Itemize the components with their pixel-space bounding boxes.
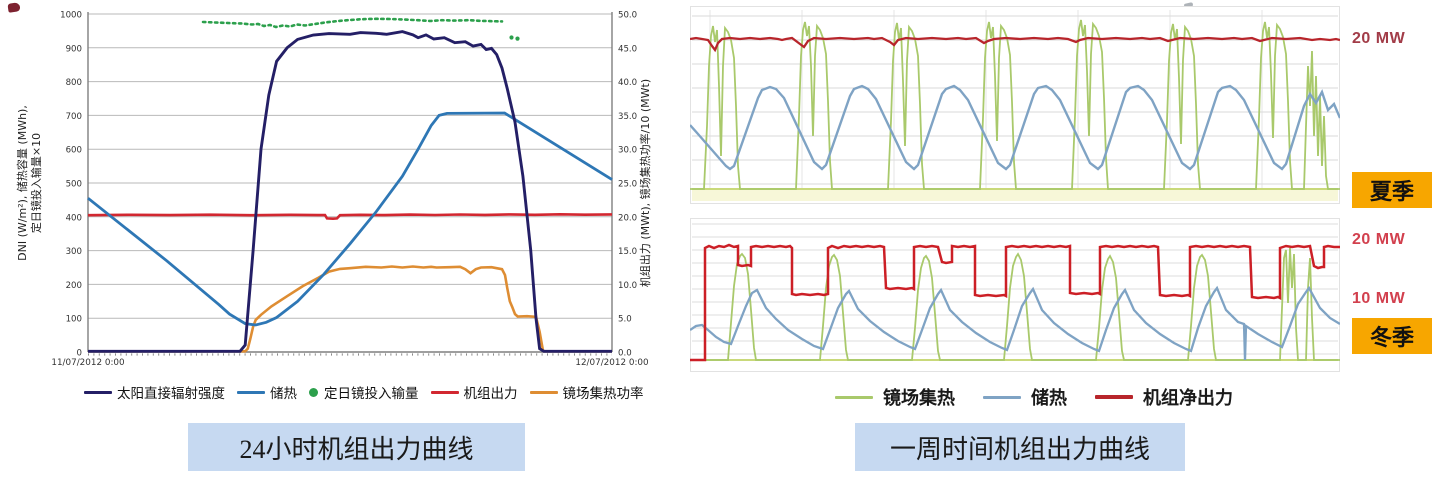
- storage-line-swatch-icon: [983, 395, 1021, 399]
- dni-curve: [88, 30, 612, 353]
- y-left-tick: 500: [66, 180, 82, 190]
- y-right-tick: 45.0: [618, 44, 637, 54]
- summer-season-badge: 夏季: [1352, 172, 1432, 208]
- legend-label: 定日镜投入输量: [324, 386, 419, 401]
- dni-line-swatch-icon: [84, 390, 112, 394]
- y-left-tick: 400: [66, 213, 82, 223]
- legend-label: 储热: [270, 386, 297, 401]
- summer-horizontal-gridlines: [692, 15, 1338, 185]
- legend-item-storage: 储热: [983, 384, 1067, 410]
- x-axis-start-label: 11/07/2012 0:00: [51, 358, 125, 368]
- y-left-tick: 100: [66, 315, 82, 325]
- weekly-winter-chart: [690, 218, 1340, 372]
- winter-storage-curve: [690, 285, 1340, 361]
- y-right-tick: 20.0: [618, 213, 637, 223]
- horizontal-gridlines: [88, 13, 612, 319]
- y-right-tick: 40.0: [618, 78, 637, 88]
- y-right-tick: 0.0: [618, 349, 632, 359]
- collector-power-curve: [88, 265, 612, 353]
- legend-item-collector: 镜场集热功率: [529, 382, 644, 402]
- legend-item-dni: 太阳直接辐射强度: [84, 382, 225, 402]
- summer-net-output-curve: [690, 36, 1340, 53]
- winter-horizontal-gridlines: [692, 223, 1338, 355]
- y-left-tick: 0: [77, 349, 82, 359]
- y-left-tick: 200: [66, 281, 82, 291]
- winter-collector-curve: [690, 247, 1340, 361]
- winter-season-badge: 冬季: [1352, 318, 1432, 354]
- y-right-axis-title: 机组出力 (MWt), 镜场集热功率/10 (MWt): [638, 79, 652, 287]
- heliostat-dot-swatch-icon: [309, 387, 318, 397]
- legend-label: 机组出力: [463, 386, 518, 401]
- winter-20mw-annotation: 20 MW: [1352, 231, 1406, 248]
- y-left-tick-labels: 1000 900 800 700 600 500 400 300 200 100…: [60, 11, 82, 359]
- collector-line-swatch-icon: [835, 395, 873, 399]
- heliostat-outlier-dot: [509, 35, 514, 40]
- heliostat-outlier-dot: [515, 36, 520, 41]
- weekly-summer-chart: [690, 6, 1340, 204]
- storage-line-swatch-icon: [237, 390, 265, 394]
- y-right-tick-labels: 50.0 45.0 40.0 35.0 30.0 25.0 20.0 15.0 …: [618, 11, 637, 359]
- y-left-tick: 600: [66, 146, 82, 156]
- winter-panel-frame: [690, 218, 1340, 372]
- heliostat-input-dots: [201, 17, 504, 29]
- legend-label: 机组净出力: [1143, 388, 1233, 408]
- summer-20mw-annotation: 20 MW: [1352, 30, 1406, 47]
- legend-item-heliostat: 定日镜投入输量: [309, 382, 419, 402]
- unit-output-curve: [87, 212, 613, 221]
- y-left-tick: 900: [66, 44, 82, 54]
- legend-item-unit-output: 机组出力: [430, 382, 518, 402]
- winter-10mw-annotation: 10 MW: [1352, 290, 1406, 307]
- summer-collector-curve: [690, 19, 1340, 190]
- storage-curve: [87, 111, 613, 327]
- y-left-tick: 700: [66, 112, 82, 122]
- daily-chart-caption: 24小时机组出力曲线: [188, 423, 525, 471]
- legend-label: 储热: [1031, 388, 1067, 408]
- y-left-tick: 800: [66, 78, 82, 88]
- x-axis-end-label: 12/07/2012 0:00: [575, 358, 649, 368]
- caption-text: 24小时机组出力曲线: [239, 434, 474, 464]
- collector-line-swatch-icon: [529, 390, 558, 394]
- legend-label: 镜场集热: [883, 388, 955, 408]
- y-right-tick: 25.0: [618, 180, 637, 190]
- weekly-chart-legend: 镜场集热 储热 机组净出力: [835, 384, 1233, 410]
- summer-baseline-band: [692, 188, 1338, 201]
- y-right-tick: 35.0: [618, 112, 637, 122]
- net-output-line-swatch-icon: [1095, 395, 1133, 399]
- y-right-tick: 15.0: [618, 247, 637, 257]
- legend-label: 镜场集热功率: [562, 386, 644, 401]
- y-right-tick: 5.0: [618, 315, 632, 325]
- summer-storage-curve: [690, 84, 1340, 171]
- caption-text: 一周时间机组出力曲线: [889, 434, 1150, 464]
- summer-badge-text: 夏季: [1369, 179, 1414, 204]
- y-left-tick: 1000: [60, 11, 82, 21]
- daily-output-chart: 1000 900 800 700 600 500 400 300 200 100…: [15, 11, 652, 369]
- y-right-tick: 50.0: [618, 11, 637, 21]
- unit-output-line-swatch-icon: [430, 390, 459, 394]
- winter-net-output-curve: [690, 243, 1340, 362]
- winter-badge-text: 冬季: [1369, 325, 1414, 350]
- legend-item-net-output: 机组净出力: [1095, 384, 1233, 410]
- legend-item-collector: 镜场集热: [835, 384, 955, 410]
- legend-label: 太阳直接辐射强度: [117, 386, 225, 401]
- y-left-tick: 300: [66, 247, 82, 257]
- y-left-axis-title-line1: DNI (W/m²), 储热容量 (MWh),: [15, 105, 29, 261]
- weekly-chart-caption: 一周时间机组出力曲线: [855, 423, 1185, 471]
- y-left-axis-title-line2: 定日镜投入输量×10: [29, 133, 43, 233]
- daily-chart-legend: 太阳直接辐射强度 储热 定日镜投入输量 机组出力 镜场集热功率: [84, 382, 644, 402]
- legend-item-storage: 储热: [237, 382, 297, 402]
- y-right-tick: 10.0: [618, 281, 637, 291]
- y-right-tick: 30.0: [618, 146, 637, 156]
